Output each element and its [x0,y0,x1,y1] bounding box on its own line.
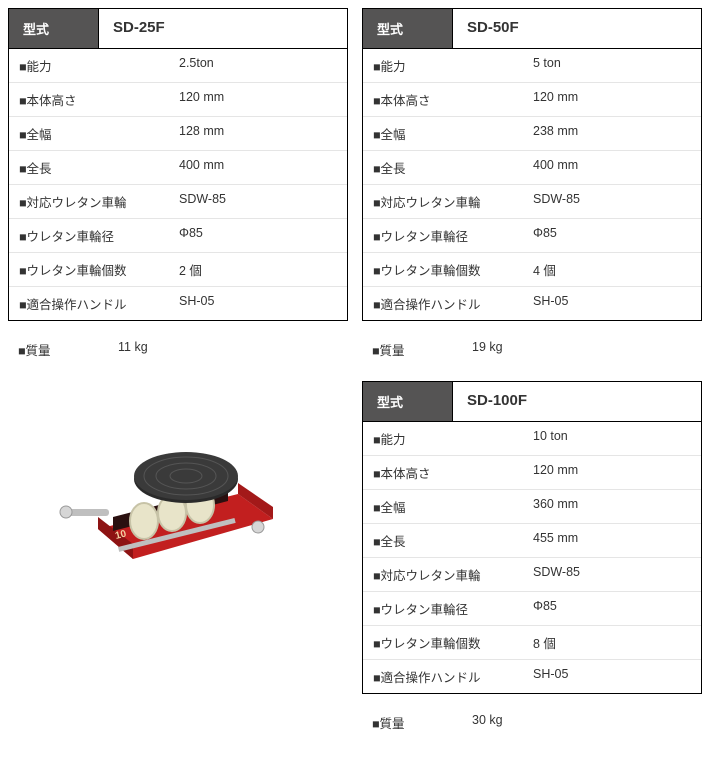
spec-value: 5 ton [523,49,701,82]
mass-label: ■質量 [372,713,472,732]
spec-label: ■全長 [363,524,523,557]
spec-value: 400 mm [523,151,701,184]
spec-row: ■対応ウレタン車輪 SDW-85 [363,185,701,219]
mass-value: 30 kg [472,713,692,732]
spec-row: ■ウレタン車輪個数 8 個 [363,626,701,660]
spec-value: SDW-85 [169,185,347,218]
spec-value: 400 mm [169,151,347,184]
spec-value: 2 個 [169,253,347,286]
spec-row: ■適合操作ハンドル SH-05 [9,287,347,320]
mass-row: ■質量 30 kg [362,706,702,742]
spec-row: ■能力 5 ton [363,49,701,83]
model-value: SD-100F [453,382,701,421]
spec-label: ■本体高さ [363,456,523,489]
spec-value: Φ85 [523,592,701,625]
spec-label: ■能力 [363,49,523,82]
spec-row: ■ウレタン車輪個数 2 個 [9,253,347,287]
spec-label: ■全幅 [363,490,523,523]
model-value: SD-25F [99,9,347,48]
spec-label: ■適合操作ハンドル [9,287,169,320]
spec-value: 120 mm [169,83,347,116]
spec-label: ■全幅 [363,117,523,150]
spec-row: ■全長 455 mm [363,524,701,558]
spec-row: ■能力 10 ton [363,422,701,456]
spec-row: ■適合操作ハンドル SH-05 [363,287,701,320]
product-image: 10 [8,399,348,569]
spec-row: ■ウレタン車輪径 Φ85 [363,219,701,253]
model-label: 型式 [363,9,453,48]
spec-row: ■全長 400 mm [9,151,347,185]
model-label: 型式 [9,9,99,48]
spec-value: 120 mm [523,456,701,489]
spec-label: ■ウレタン車輪個数 [363,626,523,659]
spec-value: 238 mm [523,117,701,150]
header-row: 型式 SD-25F [9,9,347,49]
spec-value: Φ85 [169,219,347,252]
spec-label: ■本体高さ [9,83,169,116]
model-value: SD-50F [453,9,701,48]
spec-value: SDW-85 [523,558,701,591]
spec-value: SDW-85 [523,185,701,218]
spec-label: ■対応ウレタン車輪 [363,185,523,218]
mass-value: 19 kg [472,340,692,359]
spec-row: ■ウレタン車輪個数 4 個 [363,253,701,287]
spec-row: ■対応ウレタン車輪 SDW-85 [363,558,701,592]
spec-label: ■ウレタン車輪径 [363,592,523,625]
spec-value: 2.5ton [169,49,347,82]
spec-label: ■本体高さ [363,83,523,116]
right-column: 型式 SD-50F ■能力 5 ton ■本体高さ 120 mm ■全幅 238… [362,8,702,754]
spec-row: ■全幅 360 mm [363,490,701,524]
mass-label: ■質量 [18,340,118,359]
spec-block-sd50f: 型式 SD-50F ■能力 5 ton ■本体高さ 120 mm ■全幅 238… [362,8,702,321]
spec-label: ■対応ウレタン車輪 [363,558,523,591]
spec-row: ■ウレタン車輪径 Φ85 [9,219,347,253]
spec-value: SH-05 [523,287,701,320]
mass-label: ■質量 [372,340,472,359]
left-column: 型式 SD-25F ■能力 2.5ton ■本体高さ 120 mm ■全幅 12… [8,8,348,569]
spec-value: 10 ton [523,422,701,455]
spec-label: ■全長 [9,151,169,184]
spec-row: ■本体高さ 120 mm [9,83,347,117]
spec-value: 455 mm [523,524,701,557]
spec-label: ■ウレタン車輪個数 [9,253,169,286]
spec-value: Φ85 [523,219,701,252]
spec-label: ■能力 [9,49,169,82]
spec-value: 8 個 [523,626,701,659]
spec-row: ■ウレタン車輪径 Φ85 [363,592,701,626]
spec-container: 型式 SD-25F ■能力 2.5ton ■本体高さ 120 mm ■全幅 12… [8,8,702,754]
model-label: 型式 [363,382,453,421]
spec-value: 4 個 [523,253,701,286]
spec-label: ■ウレタン車輪個数 [363,253,523,286]
mass-value: 11 kg [118,340,338,359]
spec-value: 128 mm [169,117,347,150]
spec-row: ■全幅 128 mm [9,117,347,151]
spec-row: ■適合操作ハンドル SH-05 [363,660,701,693]
spec-label: ■ウレタン車輪径 [363,219,523,252]
spec-block-sd100f: 型式 SD-100F ■能力 10 ton ■本体高さ 120 mm ■全幅 3… [362,381,702,694]
spec-value: 360 mm [523,490,701,523]
spec-value: SH-05 [169,287,347,320]
spec-label: ■能力 [363,422,523,455]
spec-label: ■対応ウレタン車輪 [9,185,169,218]
header-row: 型式 SD-100F [363,382,701,422]
spec-row: ■対応ウレタン車輪 SDW-85 [9,185,347,219]
spec-row: ■全長 400 mm [363,151,701,185]
spec-label: ■ウレタン車輪径 [9,219,169,252]
spec-row: ■能力 2.5ton [9,49,347,83]
mass-row: ■質量 19 kg [362,333,702,369]
spec-row: ■本体高さ 120 mm [363,456,701,490]
spec-row: ■全幅 238 mm [363,117,701,151]
spec-label: ■適合操作ハンドル [363,660,523,693]
spec-block-sd25f: 型式 SD-25F ■能力 2.5ton ■本体高さ 120 mm ■全幅 12… [8,8,348,321]
spec-value: SH-05 [523,660,701,693]
header-row: 型式 SD-50F [363,9,701,49]
spec-label: ■適合操作ハンドル [363,287,523,320]
spec-label: ■全長 [363,151,523,184]
spec-row: ■本体高さ 120 mm [363,83,701,117]
spec-value: 120 mm [523,83,701,116]
roller-dolly-icon: 10 [58,399,298,569]
mass-row: ■質量 11 kg [8,333,348,369]
spec-label: ■全幅 [9,117,169,150]
